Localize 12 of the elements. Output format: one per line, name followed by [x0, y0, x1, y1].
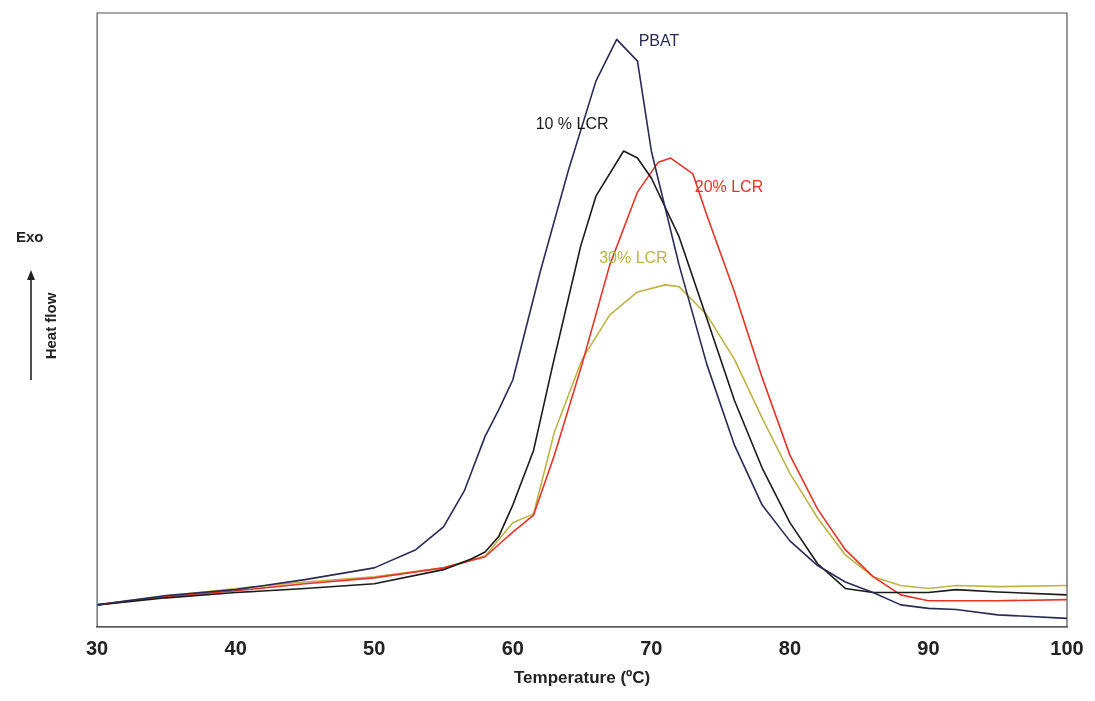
x-tick-label: 30	[86, 637, 109, 660]
x-axis-title: Temperature (ºC)	[513, 668, 651, 688]
x-tick-label: 100	[1050, 637, 1084, 660]
series-label: PBAT	[638, 31, 680, 49]
x-tick-label: 60	[501, 637, 524, 660]
y-axis-title: Heat flow	[41, 292, 59, 360]
x-tick-label: 90	[917, 637, 940, 660]
x-tick-label: 50	[363, 637, 386, 660]
x-tick-label: 80	[778, 637, 802, 660]
text: Exo	[16, 228, 44, 245]
x-tick-label: 40	[224, 637, 247, 660]
x-tick-label: 70	[640, 637, 663, 660]
